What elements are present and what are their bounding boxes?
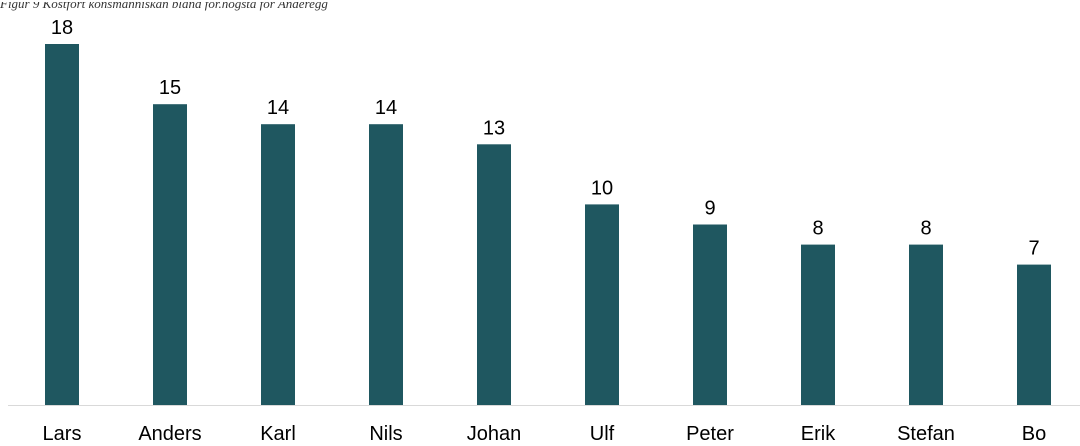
bar-lars [45,44,79,405]
bar-ulf [585,204,619,405]
x-tick-label-johan: Johan [467,423,522,445]
bar-karl [261,124,295,405]
data-label-lars: 18 [51,17,73,39]
data-label-bo: 7 [1028,238,1039,260]
bar-anders [153,104,187,405]
data-label-ulf: 10 [591,177,613,199]
x-tick-label-ulf: Ulf [590,423,615,445]
data-label-karl: 14 [267,97,289,119]
data-label-nils: 14 [375,97,397,119]
x-tick-label-nils: Nils [369,423,402,445]
x-tick-label-peter: Peter [686,423,734,445]
data-label-erik: 8 [812,218,823,240]
x-tick-label-karl: Karl [260,423,296,445]
data-label-johan: 13 [483,117,505,139]
data-labels-group: 18 15 14 14 13 10 9 8 8 7 [51,17,1040,260]
bar-stefan [909,244,943,405]
x-tick-label-erik: Erik [801,423,836,445]
bar-nils [369,124,403,405]
x-tick-label-anders: Anders [138,423,201,445]
bars-group [45,44,1051,406]
bar-johan [477,144,511,406]
data-label-stefan: 8 [920,218,931,240]
x-tick-labels-group: Lars Anders Karl Nils Johan Ulf Peter Erik Stefa… [43,423,1047,445]
bar-erik [801,244,835,405]
bar-peter [693,224,727,405]
x-tick-label-stefan: Stefan [897,423,955,445]
x-tick-label-lars: Lars [43,423,82,445]
x-tick-label-bo: Bo [1022,423,1046,445]
bar-bo [1017,264,1051,405]
data-label-anders: 15 [159,77,181,99]
chart-caption: Figur 9 Kostfört könsmänniskan bland för… [0,0,328,11]
data-label-peter: 9 [704,198,715,220]
